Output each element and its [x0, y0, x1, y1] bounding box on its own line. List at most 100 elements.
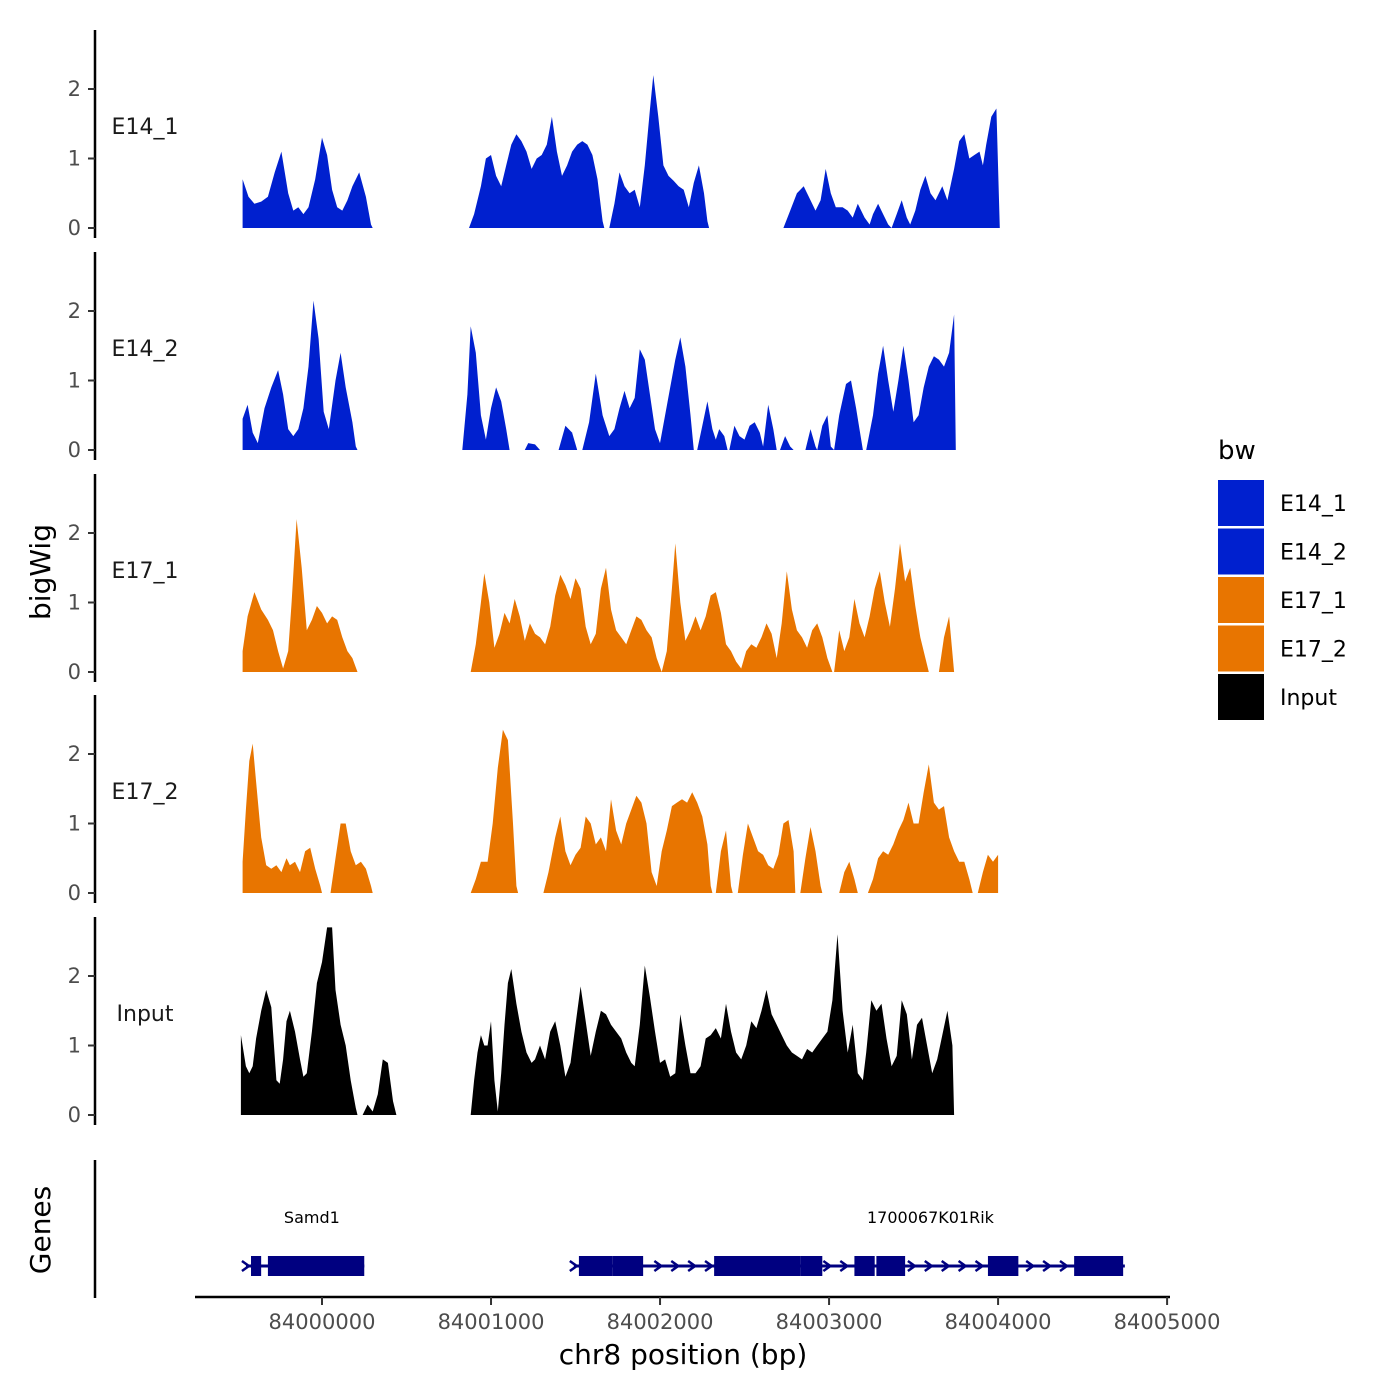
strand-arrow — [907, 1259, 918, 1273]
y-tick-label: 0 — [68, 1103, 81, 1127]
area-E14_2-2 — [524, 443, 540, 450]
gene-exon — [714, 1256, 801, 1276]
legend-label-E14_1: E14_1 — [1280, 492, 1347, 517]
area-E17_1-2 — [834, 543, 929, 672]
y-tick-label: 1 — [68, 369, 81, 393]
area-Input-2 — [470, 934, 955, 1115]
area-E14_1-2 — [609, 75, 710, 228]
y-tick-label: 1 — [68, 147, 81, 171]
legend-title: bw — [1218, 436, 1256, 466]
area-E17_2-3 — [543, 792, 713, 893]
legend: bw E14_1 E14_2 E17_1 E17_2 Input — [1218, 436, 1347, 720]
panel-label-Input: Input — [117, 1002, 174, 1027]
x-tick-label: 84002000 — [607, 1310, 714, 1334]
strand-arrow — [957, 1259, 968, 1273]
gene-label: Samd1 — [284, 1208, 340, 1227]
area-E14_2-10 — [834, 380, 863, 450]
track-E17_1: 0 1 2 E17_1 — [68, 474, 955, 684]
y-tick-label: 2 — [68, 964, 81, 988]
tracks-group: 0 1 2 E14_1 0 1 2 E14_2 0 1 2 E17_1 0 1 2 E17_2 0 1 2 Input — [68, 30, 1000, 1127]
strand-arrow — [1059, 1259, 1070, 1273]
x-axis-title: chr8 position (bp) — [559, 1338, 808, 1371]
area-E17_2-7 — [839, 861, 858, 893]
legend-key-Input — [1218, 674, 1264, 720]
panel-label-E14_2: E14_2 — [112, 337, 179, 362]
y-tick-label: 1 — [68, 1034, 81, 1058]
area-E14_1-0 — [242, 137, 373, 228]
area-E14_1-1 — [469, 116, 605, 228]
area-E17_2-9 — [977, 854, 999, 893]
gene-exon — [876, 1256, 906, 1276]
area-E17_2-5 — [737, 820, 796, 893]
panel-label-E14_1: E14_1 — [112, 115, 179, 140]
area-E17_2-2 — [470, 729, 519, 893]
y-tick-label: 0 — [68, 881, 81, 905]
area-E17_1-1 — [470, 543, 833, 672]
gene-exon — [578, 1256, 613, 1276]
area-E14_2-1 — [462, 326, 510, 450]
strand-arrow — [839, 1259, 850, 1273]
area-E14_2-11 — [866, 314, 956, 450]
area-E14_1-3 — [783, 108, 1000, 228]
area-E17_2-0 — [242, 743, 322, 893]
legend-label-Input: Input — [1280, 686, 1337, 711]
strand-arrow — [569, 1259, 579, 1273]
strand-arrow — [241, 1259, 252, 1273]
y-tick-label: 0 — [68, 438, 81, 462]
strand-arrow — [653, 1259, 664, 1273]
y-tick-label: 2 — [68, 299, 81, 323]
area-E14_2-6 — [729, 404, 777, 450]
gene-exon — [800, 1256, 823, 1276]
legend-label-E17_1: E17_1 — [1280, 589, 1347, 614]
gene-exon — [987, 1256, 1019, 1276]
y-tick-label: 2 — [68, 742, 81, 766]
legend-key-E17_2 — [1218, 625, 1264, 672]
gene-exon — [267, 1256, 365, 1276]
area-E17_2-8 — [867, 764, 973, 893]
track-E17_2: 0 1 2 E17_2 — [68, 695, 999, 905]
track-E14_2: 0 1 2 E14_2 — [68, 252, 956, 462]
gene-Samd1: Samd1 — [241, 1208, 365, 1276]
x-tick-label: 84005000 — [1114, 1310, 1221, 1334]
strand-arrow — [687, 1259, 698, 1273]
y-tick-label: 1 — [68, 591, 81, 615]
y-tick-label: 2 — [68, 521, 81, 545]
panel-label-E17_1: E17_1 — [112, 559, 179, 584]
legend-key-E14_1 — [1218, 480, 1264, 526]
area-E14_2-0 — [242, 300, 358, 450]
strand-arrow — [924, 1259, 934, 1273]
strand-arrow — [974, 1259, 985, 1273]
legend-label-E17_2: E17_2 — [1280, 638, 1347, 663]
area-E14_2-3 — [558, 425, 578, 450]
area-E14_2-9 — [817, 415, 835, 450]
x-tick-label: 84001000 — [438, 1310, 545, 1334]
y-tick-label: 1 — [68, 812, 81, 836]
strand-arrow — [1025, 1259, 1036, 1273]
area-E14_2-5 — [697, 401, 728, 450]
y-tick-label: 0 — [68, 216, 81, 240]
legend-key-E14_2 — [1218, 528, 1264, 575]
genes-panel-title: Genes — [24, 1186, 57, 1274]
genes-panel: Samd1 1700067K01Rik — [93, 1160, 1125, 1298]
gene-exon — [1074, 1256, 1124, 1276]
area-E17_2-4 — [715, 830, 733, 893]
strand-arrow — [1042, 1259, 1053, 1273]
x-tick-label: 84000000 — [269, 1310, 376, 1334]
strand-arrow — [704, 1259, 715, 1273]
area-E17_1-0 — [242, 519, 358, 672]
x-tick-label: 84003000 — [776, 1310, 883, 1334]
area-Input-1 — [362, 1059, 397, 1115]
gene-1700067K01Rik: 1700067K01Rik — [569, 1208, 1125, 1276]
strand-arrow — [670, 1259, 681, 1273]
strand-arrow — [822, 1259, 833, 1273]
y-axis-title: bigWig — [24, 524, 57, 620]
legend-label-E14_2: E14_2 — [1280, 541, 1347, 566]
strand-arrow — [940, 1259, 951, 1273]
area-E17_2-6 — [800, 827, 823, 893]
track-E14_1: 0 1 2 E14_1 — [68, 30, 1000, 240]
panel-label-E17_2: E17_2 — [112, 780, 179, 805]
gene-exon — [251, 1256, 262, 1276]
x-tick-label: 84004000 — [945, 1310, 1052, 1334]
area-E14_2-8 — [805, 429, 818, 450]
